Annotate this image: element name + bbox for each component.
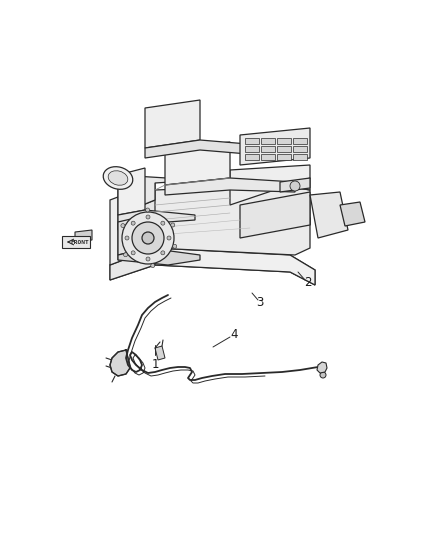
Circle shape — [146, 257, 150, 261]
Polygon shape — [240, 192, 310, 238]
Circle shape — [161, 221, 165, 225]
Ellipse shape — [103, 167, 133, 189]
Polygon shape — [118, 208, 220, 230]
Text: FRONT: FRONT — [71, 239, 89, 245]
Polygon shape — [245, 154, 259, 160]
Polygon shape — [293, 138, 307, 144]
Circle shape — [146, 215, 150, 219]
Polygon shape — [110, 248, 155, 280]
Polygon shape — [155, 185, 310, 255]
Polygon shape — [110, 183, 155, 265]
Polygon shape — [118, 168, 145, 215]
Circle shape — [167, 236, 171, 240]
Circle shape — [320, 372, 326, 378]
Polygon shape — [293, 154, 307, 160]
Circle shape — [146, 208, 150, 212]
Circle shape — [173, 244, 177, 248]
Polygon shape — [277, 146, 291, 152]
Polygon shape — [230, 165, 310, 205]
Polygon shape — [293, 146, 307, 152]
Polygon shape — [261, 138, 275, 144]
Polygon shape — [155, 346, 165, 360]
Polygon shape — [118, 248, 200, 265]
Polygon shape — [261, 146, 275, 152]
Polygon shape — [277, 154, 291, 160]
Polygon shape — [145, 140, 260, 158]
Ellipse shape — [108, 171, 128, 185]
Circle shape — [290, 181, 300, 191]
Text: 3: 3 — [256, 296, 264, 310]
Polygon shape — [240, 128, 310, 165]
Circle shape — [171, 223, 175, 227]
Circle shape — [131, 251, 135, 255]
Text: 1: 1 — [151, 358, 159, 371]
Circle shape — [151, 264, 155, 268]
Polygon shape — [118, 215, 148, 255]
Polygon shape — [261, 154, 275, 160]
Circle shape — [142, 232, 154, 244]
Polygon shape — [340, 202, 365, 226]
Polygon shape — [245, 146, 259, 152]
Polygon shape — [317, 362, 327, 373]
Polygon shape — [310, 192, 348, 238]
Polygon shape — [118, 210, 195, 222]
Polygon shape — [155, 248, 315, 285]
Circle shape — [125, 236, 129, 240]
Circle shape — [161, 251, 165, 255]
Polygon shape — [118, 200, 170, 260]
Polygon shape — [75, 230, 92, 242]
Polygon shape — [277, 138, 291, 144]
Circle shape — [132, 222, 164, 254]
Polygon shape — [118, 175, 310, 215]
Text: 4: 4 — [230, 328, 238, 342]
Circle shape — [131, 221, 135, 225]
Polygon shape — [200, 205, 310, 225]
Polygon shape — [245, 138, 259, 144]
Polygon shape — [165, 142, 230, 185]
Polygon shape — [280, 178, 310, 192]
Circle shape — [124, 253, 127, 257]
FancyBboxPatch shape — [62, 236, 90, 248]
Polygon shape — [110, 350, 130, 376]
Circle shape — [122, 212, 174, 264]
Polygon shape — [165, 178, 295, 195]
Circle shape — [121, 224, 125, 228]
Polygon shape — [145, 100, 200, 148]
Polygon shape — [110, 248, 315, 285]
Text: 2: 2 — [304, 277, 312, 289]
